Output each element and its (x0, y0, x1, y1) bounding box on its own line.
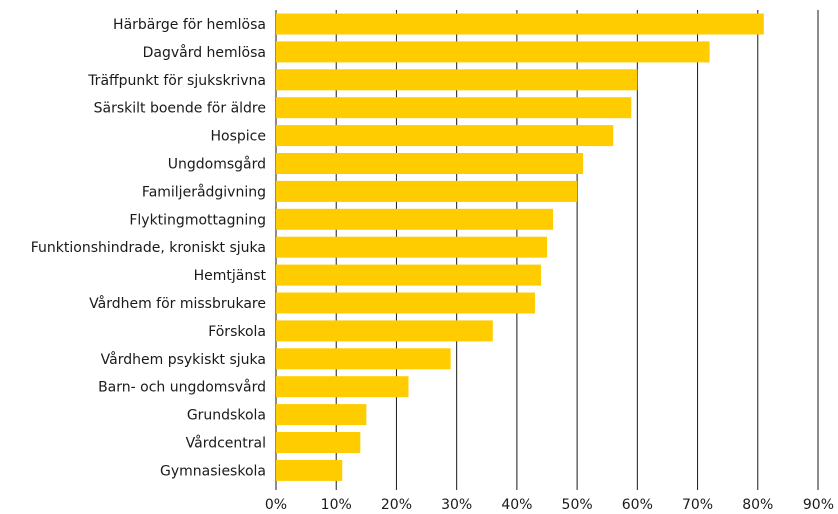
category-labels: Härbärge för hemlösa Dagvård hemlösa Träff… (31, 17, 267, 479)
tick-label-0pct: 0% (265, 497, 287, 513)
tick-label-90pct: 90% (803, 497, 834, 513)
tick-label-40pct: 40% (501, 497, 532, 513)
tick-label-70pct: 70% (682, 497, 713, 513)
tick-label-30pct: 30% (441, 497, 472, 513)
tick-label-60pct: 60% (622, 497, 653, 513)
bar-12 (276, 320, 493, 342)
bars (276, 13, 764, 481)
bar-1 (276, 13, 764, 35)
bar-11 (276, 292, 535, 314)
bar-9 (276, 236, 547, 258)
category-label-7: Familjerådgivning (142, 183, 266, 200)
bar-17 (276, 459, 343, 481)
category-label-5: Hospice (211, 129, 266, 145)
category-label-8: Flyktingmottagning (129, 212, 266, 228)
bar-16 (276, 432, 361, 453)
category-label-2: Dagvård hemlösa (143, 44, 266, 61)
category-label-17: Gymnasieskola (160, 463, 266, 479)
bar-14 (276, 376, 409, 398)
bar-10 (276, 264, 541, 286)
category-label-4: Särskilt boende för äldre (94, 101, 266, 117)
category-label-9: Funktionshindrade, kroniskt sjuka (31, 240, 266, 256)
category-label-16: Vårdcentral (186, 435, 266, 452)
bar-15 (276, 404, 367, 426)
bar-3 (276, 69, 638, 91)
bar-8 (276, 208, 554, 230)
bar-13 (276, 348, 451, 370)
bar-6 (276, 153, 584, 174)
bar-2 (276, 41, 710, 63)
category-label-3: Träffpunkt för sjukskrivna (87, 73, 266, 89)
category-label-1: Härbärge för hemlösa (113, 17, 266, 33)
tick-label-50pct: 50% (562, 497, 593, 513)
category-label-10: Hemtjänst (194, 268, 267, 284)
category-label-12: Förskola (208, 324, 266, 340)
category-label-6: Ungdomsgård (168, 156, 266, 173)
category-label-13: Vårdhem psykiskt sjuka (101, 351, 266, 368)
x-axis-tick-labels: 0% 10% 20% 30% 40% 50% 60% 70% 80% 90% (265, 497, 834, 513)
bar-5 (276, 125, 614, 147)
bar-4 (276, 97, 632, 119)
bar-7 (276, 180, 578, 202)
tick-label-20pct: 20% (381, 497, 412, 513)
tick-label-10pct: 10% (321, 497, 352, 513)
category-label-15: Grundskola (187, 408, 266, 424)
tick-label-80pct: 80% (742, 497, 773, 513)
category-label-14: Barn- och ungdomsvård (98, 379, 266, 396)
category-label-11: Vårdhem för missbrukare (89, 295, 266, 312)
